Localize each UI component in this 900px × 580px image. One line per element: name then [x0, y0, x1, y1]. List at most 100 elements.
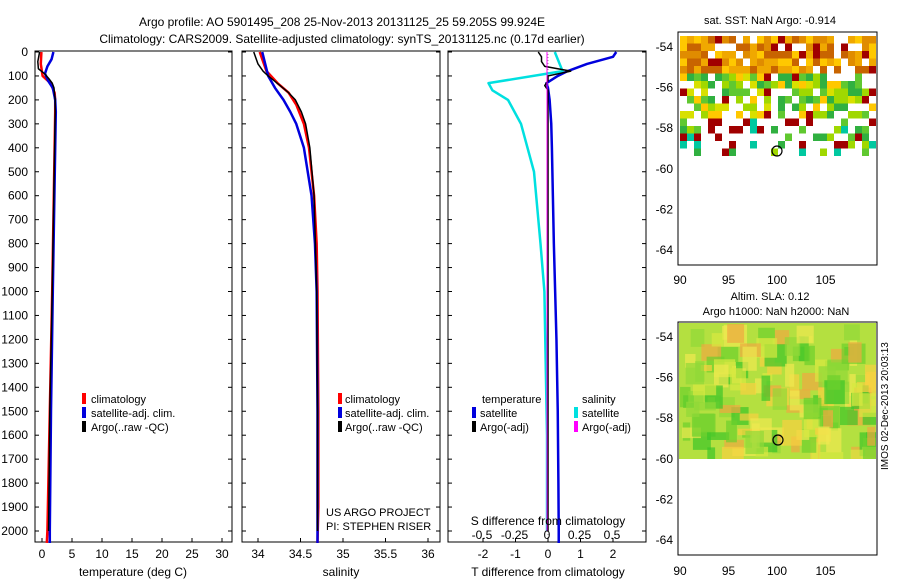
map-lat-tick-label: -58 — [656, 411, 674, 425]
legend-label: satellite — [582, 408, 619, 420]
map-lat-tick-label: -62 — [656, 492, 674, 506]
depth-tick-label: 2000 — [1, 524, 28, 538]
difference-curves — [487, 51, 618, 543]
sla-map-title2: Argo h1000: NaN h2000: NaN — [703, 306, 850, 318]
x-tick-label: -2 — [478, 547, 489, 561]
s-difference-tick-label: 0 — [544, 528, 551, 542]
legend-swatch-s-argo — [574, 421, 578, 432]
map-lon-tick-label: 105 — [815, 564, 835, 578]
map-lat-tick-label: -62 — [656, 202, 674, 216]
depth-tick-label: 1200 — [1, 332, 28, 346]
depth-tick-label: 1600 — [1, 428, 28, 442]
depth-tick-label: 0 — [21, 45, 28, 59]
legend-swatch-s-satellite — [574, 407, 578, 418]
x-tick-label: 20 — [155, 547, 169, 561]
legend-title-temperature: temperature — [482, 394, 541, 406]
x-tick-label: 36 — [421, 547, 435, 561]
map-lon-tick-label: 95 — [722, 564, 736, 578]
legend-swatch-satellite — [82, 407, 86, 418]
series-line-satellite — [261, 51, 319, 543]
depth-tick-label: 200 — [8, 93, 28, 107]
map-lat-tick-label: -56 — [656, 371, 674, 385]
x-tick-label: 30 — [215, 547, 229, 561]
x-tick-label: 10 — [95, 547, 109, 561]
depth-tick-label: 1800 — [1, 476, 28, 490]
x-tick-label: 35.5 — [374, 547, 398, 561]
legend-swatch-climatology — [82, 393, 86, 404]
map-lon-tick-label: 100 — [767, 273, 787, 287]
map-tick-labels: -54 -56 -58 -60 -62 -64 90 95 100 105 -54 -56 -58 -60… — [656, 40, 836, 578]
s-difference-label: S difference from climatology — [471, 514, 626, 528]
header-line1: Argo profile: AO 5901495_208 25-Nov-2013… — [139, 15, 545, 29]
depth-tick-label: 1900 — [1, 500, 28, 514]
temperature-curves — [37, 51, 58, 544]
s-difference-tick-label: 0.5 — [604, 528, 621, 542]
map-lat-tick-label: -54 — [656, 40, 674, 54]
credit-pi: PI: STEPHEN RISER — [326, 521, 431, 533]
sst-map-frame — [677, 31, 878, 266]
legend-title-salinity: salinity — [582, 394, 616, 406]
sla-map-frame — [677, 321, 878, 556]
series-line-temperature-argo — [537, 51, 572, 531]
map-lon-tick-label: 100 — [767, 564, 787, 578]
legend-label: satellite-adj. clim. — [345, 408, 429, 420]
x-tick-label: 25 — [185, 547, 199, 561]
x-tick-label: 34 — [251, 547, 265, 561]
x-tick-label: 34.5 — [289, 547, 313, 561]
legend-label: satellite — [480, 408, 517, 420]
salinity-curves — [253, 51, 320, 544]
difference-legend: temperature satellite Argo(-adj) salinit… — [472, 394, 631, 434]
s-difference-tick-label: -0.5 — [472, 528, 493, 542]
legend-swatch-climatology — [338, 393, 342, 404]
header-line2: Climatology: CARS2009. Satellite-adjuste… — [99, 32, 584, 46]
x-tick-label: -1 — [510, 547, 521, 561]
map-lat-tick-label: -56 — [656, 81, 674, 95]
legend-swatch-argo — [338, 421, 342, 432]
x-tick-label: 15 — [125, 547, 139, 561]
series-line-temperature-satellite — [545, 51, 618, 543]
legend-label: satellite-adj. clim. — [91, 408, 175, 420]
argo-location-marker — [772, 434, 784, 446]
legend-label: climatology — [91, 394, 147, 406]
s-difference-tick-label: 0.25 — [568, 528, 592, 542]
depth-tick-label: 1700 — [1, 452, 28, 466]
depth-tick-label: 1000 — [1, 285, 28, 299]
sla-map-title1: Altim. SLA: 0.12 — [731, 291, 810, 303]
difference-panel — [447, 50, 647, 543]
map-lon-tick-label: 90 — [673, 273, 687, 287]
x-tick-label: 0 — [545, 547, 552, 561]
legend-swatch-t-satellite — [472, 407, 476, 418]
depth-tick-label: 1500 — [1, 404, 28, 418]
map-lat-tick-label: -54 — [656, 330, 674, 344]
depth-tick-label: 100 — [8, 69, 28, 83]
depth-axis: 0 100 200 300 400 500 600 700 800 900 1000 1100 1200… — [1, 45, 646, 538]
legend-label: Argo(..raw -QC) — [345, 422, 423, 434]
sst-map — [678, 32, 877, 265]
salinity-legend: climatology satellite-adj. clim. Argo(..… — [338, 393, 429, 434]
timestamp-watermark: IMOS 02-Dec-2013 20:03:13 — [880, 342, 891, 470]
series-line-climatology — [258, 51, 320, 544]
depth-tick-label: 1100 — [2, 308, 28, 322]
series-line-salinity-satellite — [487, 51, 564, 531]
depth-tick-label: 300 — [8, 117, 28, 131]
temperature-legend: climatology satellite-adj. clim. Argo(..… — [82, 393, 175, 434]
temperature-panel — [34, 50, 233, 543]
map-lat-tick-label: -60 — [656, 452, 674, 466]
map-lon-tick-label: 95 — [722, 273, 736, 287]
legend-label: Argo(-adj) — [582, 422, 631, 434]
legend-swatch-argo — [82, 421, 86, 432]
legend-swatch-satellite — [338, 407, 342, 418]
legend-label: Argo(-adj) — [480, 422, 529, 434]
map-lat-tick-label: -64 — [656, 243, 674, 257]
depth-tick-label: 1300 — [1, 356, 28, 370]
series-line-argo — [253, 51, 319, 531]
s-difference-tick-label: -0.25 — [501, 528, 529, 542]
map-lat-tick-label: -58 — [656, 121, 674, 135]
depth-tick-label: 800 — [8, 237, 28, 251]
map-lon-tick-label: 90 — [673, 564, 687, 578]
map-lat-tick-label: -64 — [656, 533, 674, 547]
x-tick-label: 2 — [610, 547, 617, 561]
x-tick-label: 35 — [336, 547, 350, 561]
depth-tick-label: 1400 — [1, 380, 28, 394]
